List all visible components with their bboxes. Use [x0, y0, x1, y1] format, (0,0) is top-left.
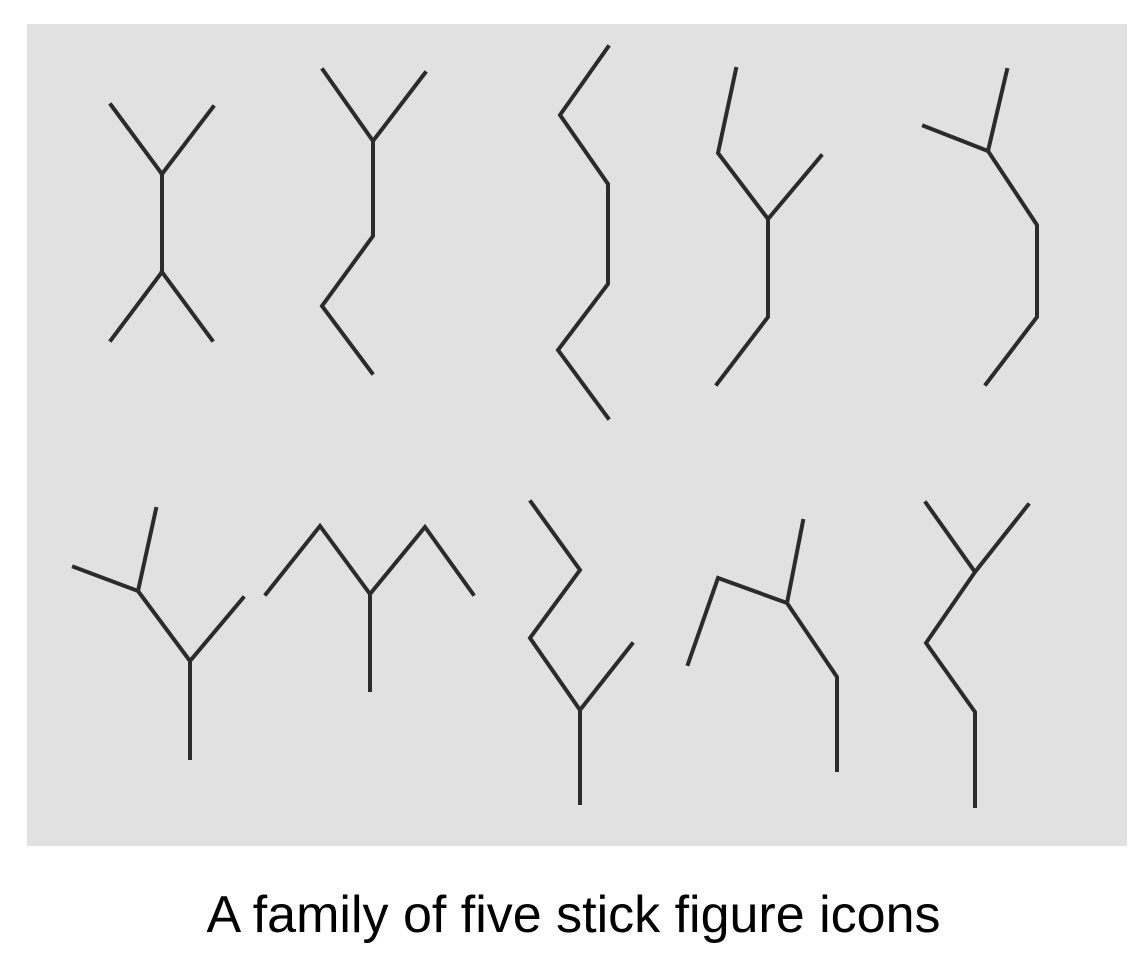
stick-figure-y-with-bent-leg: [923, 500, 1031, 808]
figure-caption: A family of five stick figure icons: [206, 886, 941, 944]
stick-figure-symmetric-x-branches: [159, 104, 216, 343]
figures-panel: [27, 24, 1127, 846]
stick-figures-drawing: [71, 44, 1039, 808]
stick-figure-zigzag-head: [527, 499, 635, 805]
stick-figure-s-curve: [555, 44, 611, 421]
stick-figure-y-with-zigzag-leg: [319, 67, 428, 376]
stick-figure-bent-arm-leg: [685, 518, 839, 772]
stick-figure-tilted-y: [71, 506, 246, 760]
stick-figure-raised-arms: [263, 522, 476, 692]
stick-figure-bent-arm-y: [714, 66, 824, 387]
stick-figure-symmetric-x: [108, 102, 164, 343]
stick-figure-curved-back: [921, 67, 1039, 387]
